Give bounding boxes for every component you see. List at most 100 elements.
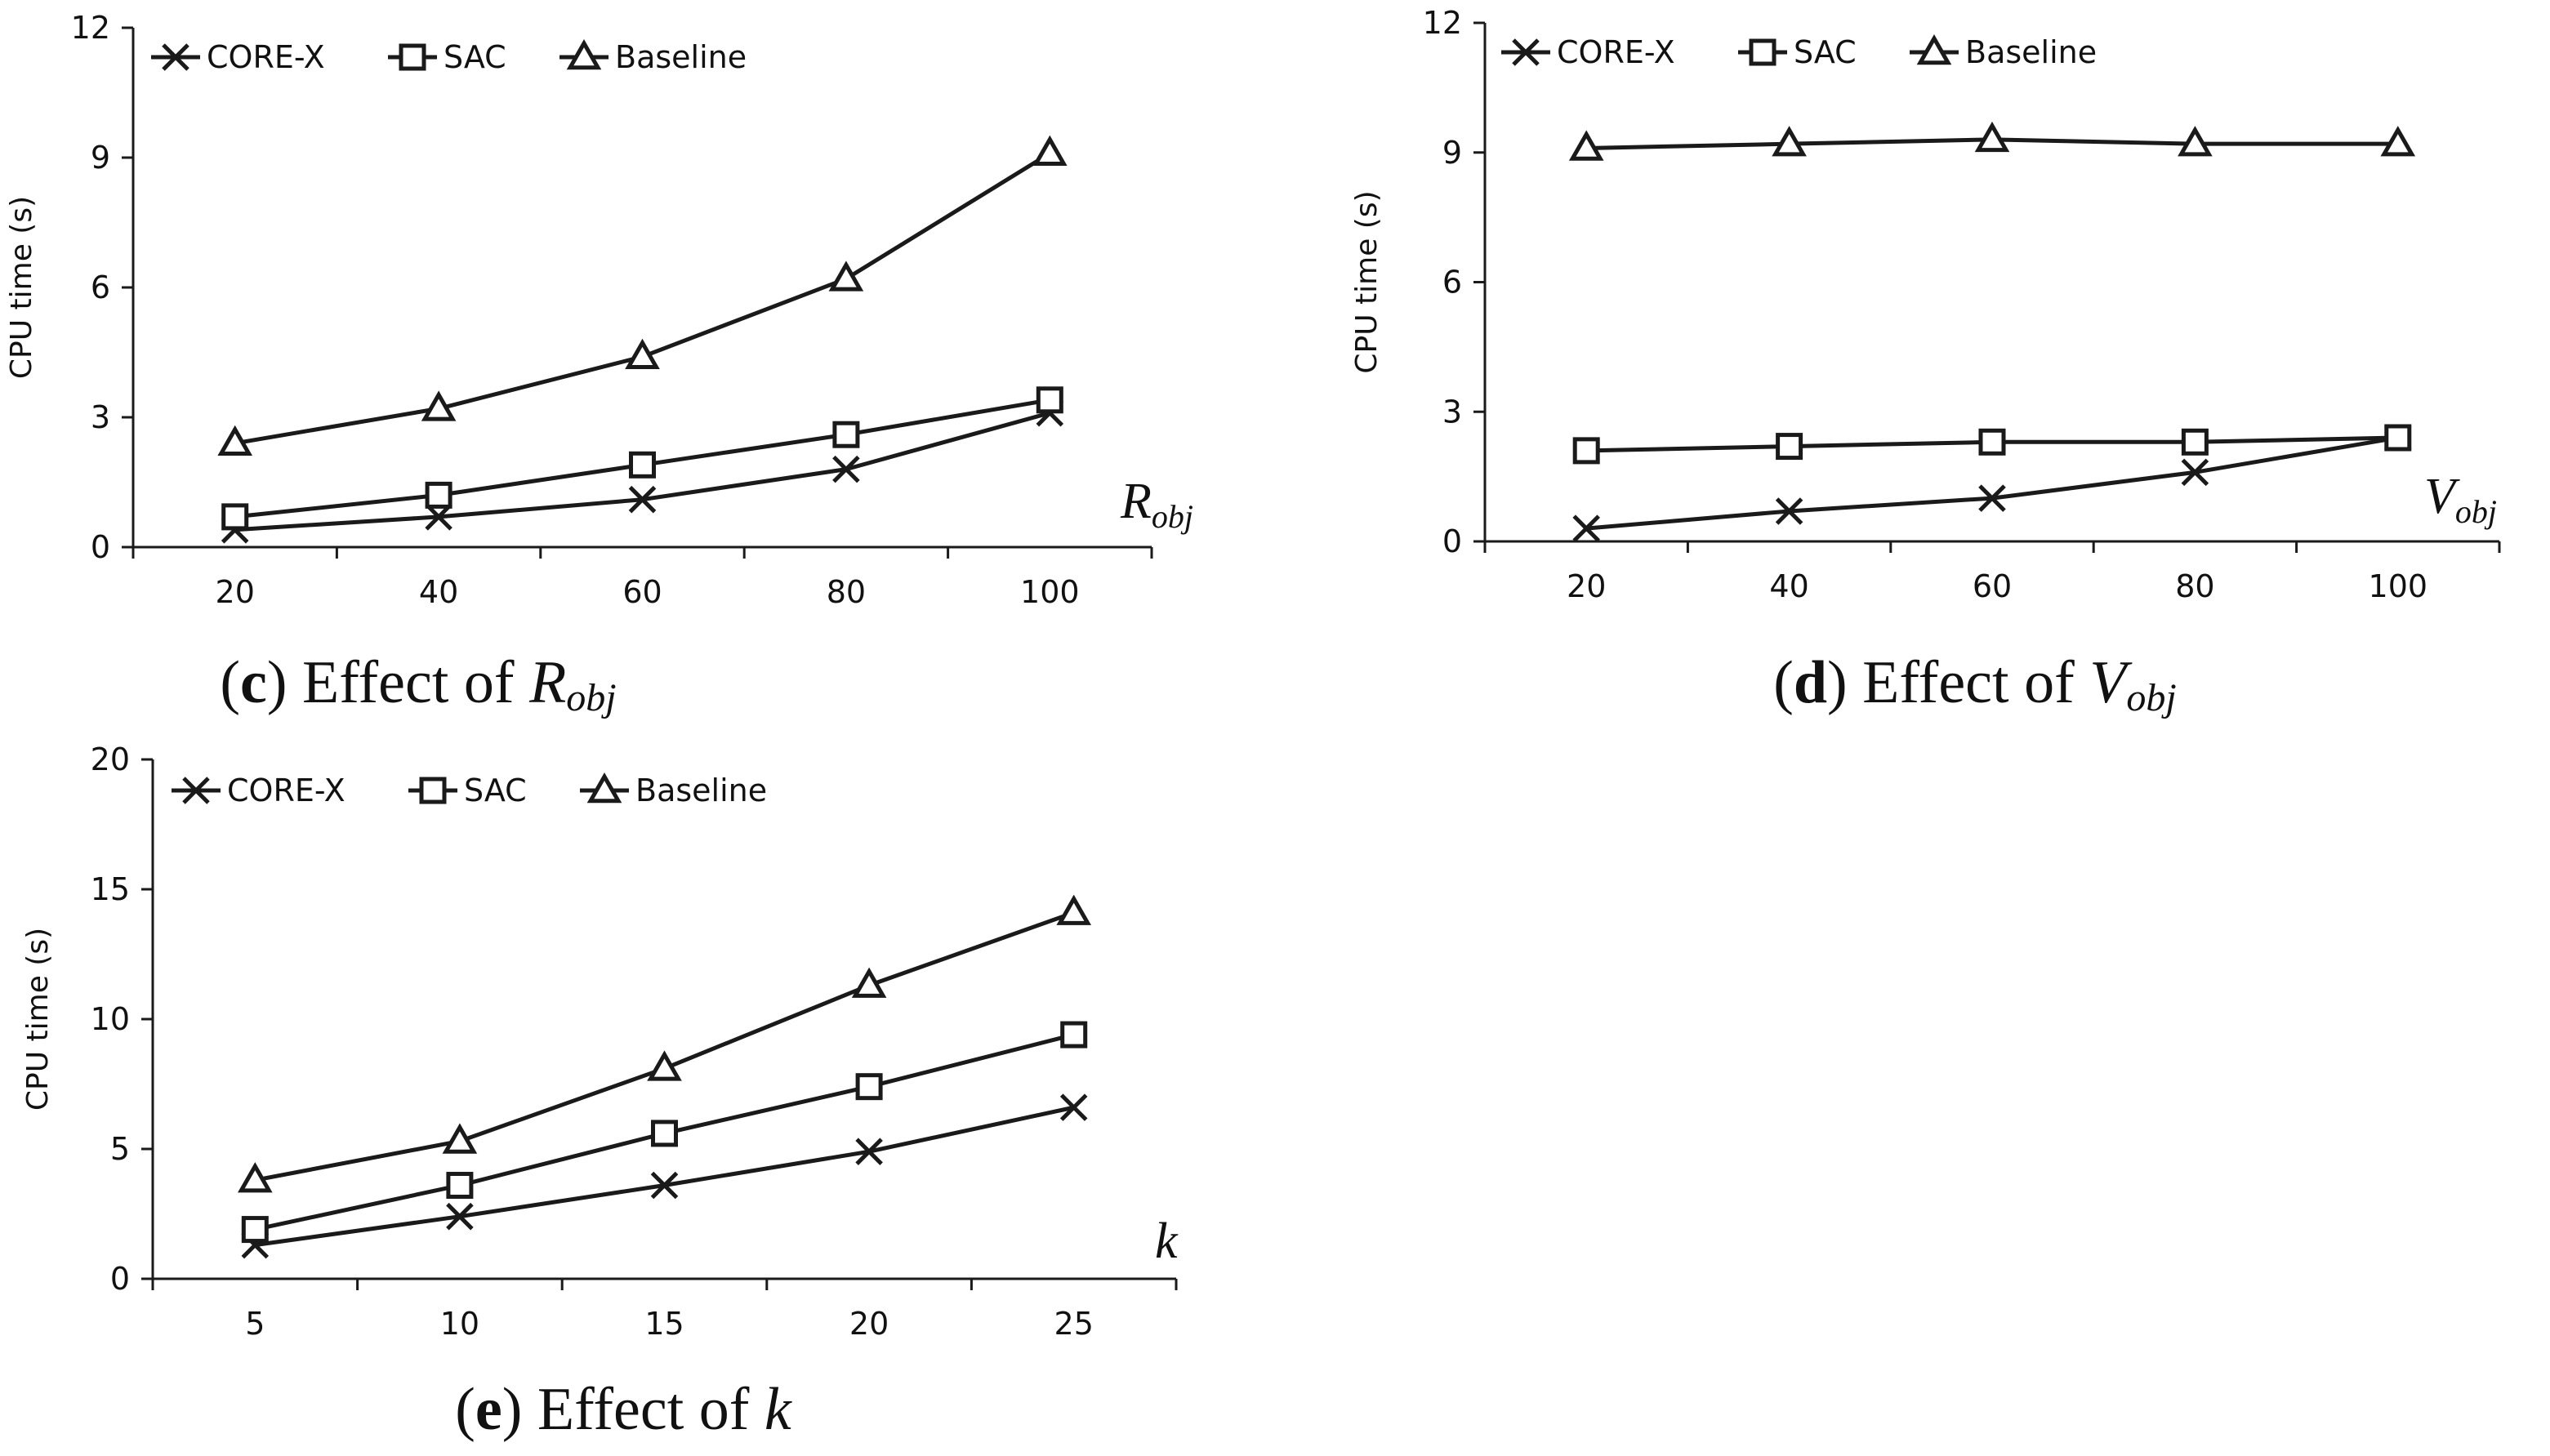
data-point	[1060, 1021, 1088, 1049]
data-point	[1775, 497, 1803, 525]
caption: (c) Effect of Robj	[220, 649, 616, 719]
y-tick-label: 3	[91, 399, 110, 435]
legend-marker	[1749, 38, 1777, 66]
x-axis-label: k	[1155, 1213, 1179, 1269]
data-point	[1974, 121, 2010, 153]
y-tick-label: 0	[110, 1261, 130, 1297]
data-point	[650, 1171, 679, 1200]
x-tick-label: 20	[216, 574, 255, 610]
legend-label: Baseline	[635, 773, 767, 808]
data-point	[237, 1162, 273, 1193]
data-point	[1568, 130, 1604, 161]
legend: CORE-X SAC Baseline	[1501, 33, 2097, 70]
legend-item: Baseline	[559, 38, 747, 75]
data-point	[1772, 126, 1807, 157]
y-tick-label: 12	[1423, 5, 1462, 41]
caption: (d) Effect of Vobj	[1773, 649, 2177, 719]
legend-item: CORE-X	[1501, 34, 1675, 70]
x-tick-label: 80	[2175, 568, 2214, 604]
legend-label: SAC	[444, 39, 506, 75]
legend-marker	[162, 43, 189, 71]
caption-var: R	[528, 649, 566, 716]
legend-marker	[182, 777, 210, 804]
legend-marker	[419, 777, 447, 804]
y-tick-label: 12	[71, 10, 110, 46]
caption-var: k	[765, 1376, 792, 1443]
x-tick-label: 40	[1769, 568, 1808, 604]
series-baseline	[1568, 121, 2416, 161]
data-point	[241, 1216, 269, 1244]
data-point	[855, 1138, 883, 1165]
legend-marker	[566, 38, 602, 70]
legend-marker	[399, 43, 426, 71]
legend-marker	[1916, 33, 1952, 65]
legend-label: SAC	[1794, 34, 1857, 70]
legend-item: Baseline	[580, 772, 767, 808]
x-tick-label: 10	[440, 1306, 479, 1342]
y-tick-label: 9	[91, 140, 110, 176]
data-point	[1059, 1093, 1088, 1121]
caption-letter: c	[240, 649, 267, 716]
data-point	[2181, 428, 2209, 456]
legend-item: SAC	[388, 39, 506, 75]
data-point	[832, 421, 860, 448]
y-tick-label: 15	[91, 871, 130, 907]
y-tick-label: 20	[91, 741, 130, 777]
caption-open: (	[220, 649, 240, 716]
caption-text: ) Effect of	[502, 1376, 765, 1443]
x-axis-label-sub: obj	[1152, 498, 1193, 535]
data-point	[421, 390, 457, 421]
data-point	[217, 425, 253, 456]
legend-label: CORE-X	[207, 39, 325, 75]
y-tick-label: 5	[110, 1131, 130, 1167]
data-point	[1056, 894, 1092, 925]
y-tick-label: 0	[91, 529, 110, 565]
series-core-x	[221, 399, 1064, 544]
data-point	[425, 481, 452, 509]
chart-c: 0 3 6 9 12 20 40 60 80 100 CPU time (s) Robj CORE-X S…	[5, 10, 1193, 719]
x-tick-label: 100	[2369, 568, 2428, 604]
legend-marker	[1512, 38, 1540, 66]
legend-item: Baseline	[1910, 33, 2097, 70]
data-point	[1036, 386, 1063, 414]
data-point	[625, 338, 660, 370]
y-tick-label: 10	[91, 1001, 130, 1037]
data-point	[446, 1172, 474, 1200]
series-line	[234, 151, 1051, 446]
legend-label: CORE-X	[1557, 34, 1675, 70]
x-tick-label: 25	[1054, 1306, 1094, 1342]
y-axis-label: CPU time (s)	[5, 196, 38, 379]
legend: CORE-X SAC Baseline	[151, 38, 747, 75]
legend-item: CORE-X	[151, 39, 325, 75]
data-point	[832, 455, 860, 483]
y-tick-label: 3	[1442, 394, 1462, 430]
caption-var-sub: obj	[566, 676, 616, 719]
legend-label: Baseline	[615, 39, 747, 75]
x-axis-label-main: R	[1120, 474, 1152, 529]
caption-letter: d	[1794, 649, 1827, 716]
data-point	[1776, 433, 1803, 461]
x-tick-label: 60	[622, 574, 662, 610]
x-tick-label: 60	[1973, 568, 2012, 604]
data-point	[855, 1073, 883, 1101]
x-tick-label: 15	[644, 1306, 684, 1342]
caption-open: (	[455, 1376, 475, 1443]
x-axis-label-main: k	[1155, 1213, 1179, 1269]
data-point	[628, 485, 657, 514]
caption-open: (	[1773, 649, 1794, 716]
data-point	[1572, 437, 1600, 465]
data-point	[1978, 484, 2006, 512]
caption: (e) Effect of k	[455, 1376, 792, 1443]
data-point	[2178, 126, 2213, 157]
chart-e: 0 5 10 15 20 5 10 15 20 25 CPU time (s) k CORE-X SAC B…	[21, 741, 1179, 1443]
data-point	[221, 503, 249, 531]
legend-item: SAC	[1738, 34, 1857, 70]
x-tick-label: 20	[1567, 568, 1606, 604]
caption-var-sub: obj	[2126, 676, 2176, 719]
x-axis-label: Vobj	[2424, 469, 2497, 530]
x-tick-label: 40	[419, 574, 458, 610]
legend-item: SAC	[408, 773, 527, 808]
data-point	[1978, 428, 2006, 456]
data-point	[1572, 514, 1600, 542]
